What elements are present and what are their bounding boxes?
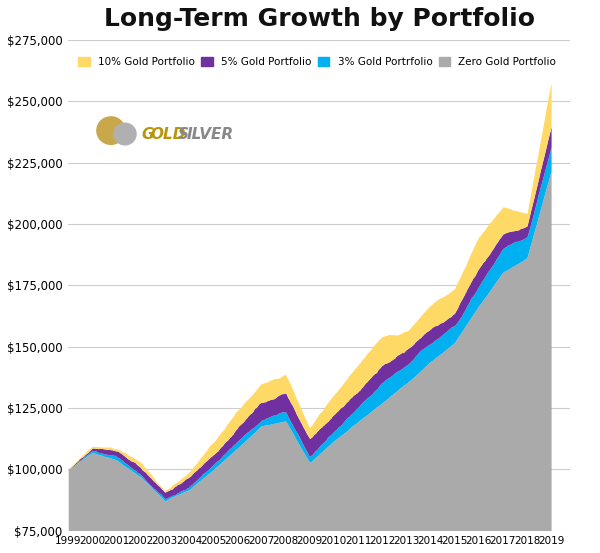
Text: G: G (141, 127, 154, 142)
Text: OLD: OLD (150, 127, 185, 142)
Circle shape (114, 123, 136, 145)
Title: Long-Term Growth by Portfolio: Long-Term Growth by Portfolio (104, 7, 535, 31)
Text: ILVER: ILVER (187, 127, 234, 142)
Text: S: S (178, 127, 189, 142)
Legend: 10% Gold Portfolio, 5% Gold Portfolio, 3% Gold Portrfolio, Zero Gold Portfolio: 10% Gold Portfolio, 5% Gold Portfolio, 3… (79, 58, 556, 67)
Circle shape (97, 117, 125, 144)
